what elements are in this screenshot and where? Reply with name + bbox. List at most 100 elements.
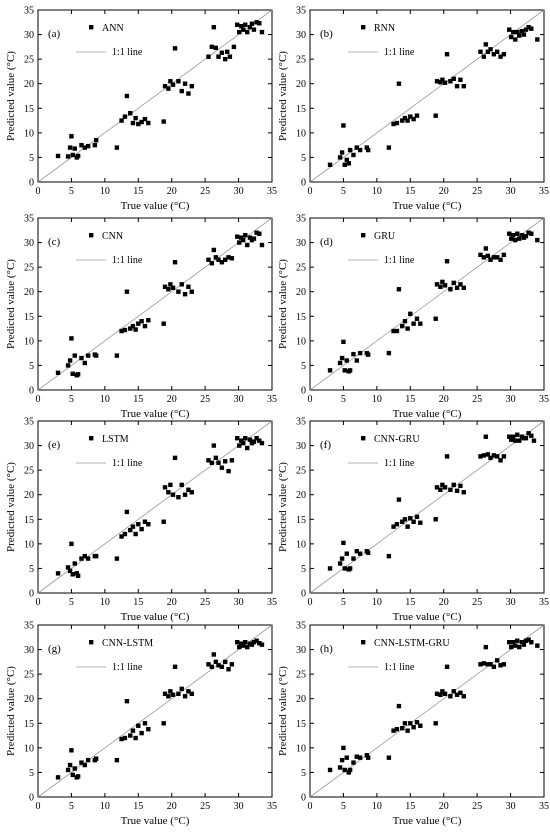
data-point (130, 728, 136, 733)
data-point (402, 115, 408, 121)
x-tick-label: 30 (506, 394, 516, 405)
data-point (72, 561, 77, 566)
data-point (396, 497, 402, 502)
data-point (488, 455, 493, 461)
legend-line-label: 1:1 line (112, 662, 143, 673)
data-point (133, 115, 138, 121)
data-point (414, 316, 420, 321)
panel-label: (f) (320, 439, 331, 451)
data-point (122, 327, 128, 333)
data-point (189, 289, 194, 294)
x-tick-label: 15 (405, 597, 415, 608)
data-point (241, 237, 246, 243)
y-tick-label: 20 (24, 694, 34, 705)
data-point (70, 152, 75, 158)
data-point (488, 662, 493, 667)
y-tick-label: 15 (296, 719, 306, 730)
data-point (136, 522, 141, 527)
x-axis-label: True value (°C) (121, 611, 190, 623)
data-point (122, 531, 128, 537)
data-point (341, 540, 346, 546)
data-point (434, 79, 440, 84)
data-point (186, 487, 191, 492)
data-point (72, 146, 77, 151)
data-point (172, 455, 178, 461)
data-point (529, 231, 534, 236)
legend-line-label: 1:1 line (112, 458, 143, 469)
data-point (478, 252, 483, 258)
data-point (243, 233, 248, 238)
data-point (495, 454, 500, 459)
y-tick-label: 25 (296, 670, 306, 681)
data-point (495, 49, 500, 54)
data-point (211, 25, 217, 30)
data-point (55, 153, 61, 159)
x-tick-label: 35 (267, 801, 277, 812)
data-point (189, 83, 194, 89)
data-point (213, 455, 219, 461)
data-point (481, 54, 487, 59)
data-point (166, 694, 171, 699)
data-point (438, 487, 443, 492)
data-point (257, 21, 262, 26)
data-point (438, 284, 443, 289)
data-point (396, 703, 402, 709)
data-point (259, 642, 265, 647)
data-point (67, 762, 73, 768)
x-axis-label: True value (°C) (121, 200, 190, 212)
data-point (75, 372, 81, 377)
data-point (411, 116, 416, 122)
data-point (507, 434, 512, 439)
data-point (75, 153, 81, 159)
data-point (507, 27, 512, 32)
legend-marker (89, 233, 94, 238)
data-point (69, 748, 74, 753)
data-point (235, 640, 240, 645)
panel-label: (b) (320, 28, 333, 40)
x-tick-label: 15 (133, 801, 143, 812)
data-point (491, 52, 497, 57)
data-point (65, 154, 71, 159)
data-point (179, 482, 184, 488)
panel-label: (e) (48, 439, 61, 451)
data-point (245, 242, 250, 248)
data-point (213, 255, 219, 260)
data-point (386, 350, 392, 356)
data-point (444, 454, 450, 459)
data-point (186, 91, 191, 96)
x-tick-label: 35 (539, 394, 549, 405)
data-point (408, 311, 413, 317)
data-point (168, 282, 173, 287)
data-point (259, 242, 265, 248)
data-point (391, 121, 396, 127)
data-point (344, 551, 349, 556)
data-point (498, 458, 503, 463)
x-tick-label: 0 (308, 801, 313, 812)
y-tick-label: 10 (296, 336, 306, 347)
plot-frame (37, 9, 273, 183)
data-point (523, 638, 529, 643)
data-point (339, 556, 345, 561)
data-point (93, 553, 99, 559)
data-point (341, 123, 346, 128)
y-tick-label: 35 (24, 6, 34, 17)
data-point (70, 371, 75, 376)
data-point (211, 443, 217, 448)
y-tick-label: 25 (296, 466, 306, 477)
data-point (347, 566, 353, 571)
y-axis-label: Predicted value (°C) (5, 462, 17, 552)
data-point (365, 755, 371, 760)
data-point (124, 289, 130, 294)
data-point (438, 80, 443, 85)
data-point (418, 321, 423, 326)
data-point (483, 434, 489, 439)
panel-f: 00 5 5 10 10 15 15 20 20 25 25 30 30 35 35 (f) CNN-GRU 1:… (277, 417, 549, 624)
data-point (216, 663, 221, 668)
panel-g: 00 5 5 10 10 15 15 20 20 25 25 30 30 35 35 (g) CNN-LSTM 1… (5, 621, 277, 828)
panel-label: (c) (48, 236, 61, 248)
data-point (226, 468, 231, 474)
legend-series-label: GRU (374, 231, 396, 242)
data-point (206, 54, 211, 59)
data-point (501, 52, 507, 57)
data-point (461, 83, 466, 89)
